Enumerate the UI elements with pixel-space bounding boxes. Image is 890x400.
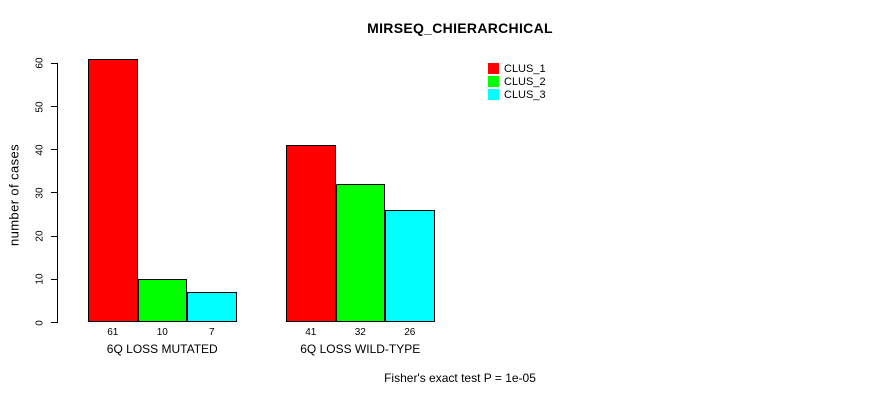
y-axis-label: number of cases xyxy=(6,143,22,247)
y-tick-mark xyxy=(51,278,57,280)
y-tick-label: 0 xyxy=(34,319,46,326)
bar-value-label: 61 xyxy=(107,327,119,338)
bar-clus_3-group1 xyxy=(187,292,237,323)
y-axis-line xyxy=(57,63,59,323)
y-tick-mark xyxy=(51,62,57,64)
legend-swatch-icon xyxy=(488,63,499,74)
y-tick-mark xyxy=(51,192,57,194)
bar-value-label: 7 xyxy=(208,327,215,338)
bar-value-label: 32 xyxy=(354,327,366,338)
y-tick-label: 50 xyxy=(34,100,46,113)
y-tick-mark xyxy=(51,235,57,237)
y-tick-mark xyxy=(51,105,57,108)
legend-swatch-icon xyxy=(488,76,499,87)
legend-label: CLUS_2 xyxy=(504,75,546,88)
bar-value-label: 26 xyxy=(404,327,416,338)
bar-clus_3-group2 xyxy=(385,210,435,323)
x-axis-category-label: 6Q LOSS MUTATED xyxy=(106,342,218,356)
bar-clus_2-group1 xyxy=(137,279,187,323)
y-tick-label: 30 xyxy=(34,187,46,199)
y-tick-label: 60 xyxy=(34,57,46,69)
legend-item-clus_3: CLUS_3 xyxy=(488,88,546,101)
y-tick-label: 20 xyxy=(34,230,46,242)
legend-label: CLUS_3 xyxy=(504,88,546,101)
legend-item-clus_1: CLUS_1 xyxy=(488,62,546,75)
legend: CLUS_1 CLUS_2 CLUS_3 xyxy=(488,62,546,101)
bar-clus_1-group1 xyxy=(88,58,138,323)
legend-swatch-icon xyxy=(488,89,499,100)
y-tick-mark xyxy=(51,149,57,151)
legend-item-clus_2: CLUS_2 xyxy=(488,75,546,88)
x-axis-category-label: 6Q LOSS WILD-TYPE xyxy=(300,342,421,356)
bar-clus_2-group2 xyxy=(335,184,385,323)
annotation-text: Fisher's exact test P = 1e-05 xyxy=(384,371,536,385)
y-tick-label: 10 xyxy=(34,273,46,285)
bar-value-label: 41 xyxy=(305,327,317,338)
bar-clus_1-group2 xyxy=(286,145,336,323)
legend-label: CLUS_1 xyxy=(504,62,546,75)
y-tick-label: 40 xyxy=(34,144,46,156)
bar-value-label: 10 xyxy=(156,327,168,338)
chart-title: MIRSEQ_CHIERARCHICAL xyxy=(367,20,553,36)
y-tick-mark xyxy=(51,321,57,324)
